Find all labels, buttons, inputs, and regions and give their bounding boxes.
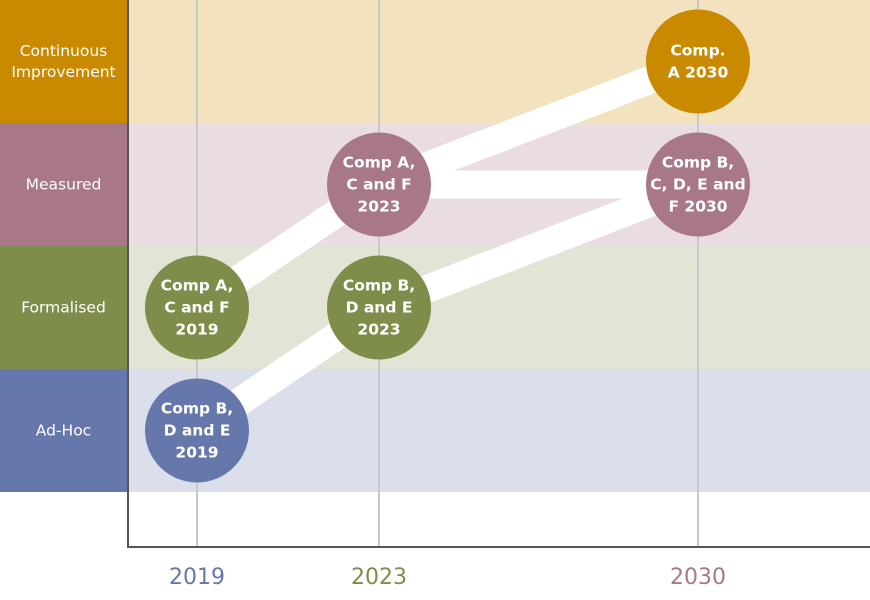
axes xyxy=(127,0,870,548)
path-bde-2023-to-bcdef-2030 xyxy=(373,171,704,321)
level-label-continuous xyxy=(0,0,127,123)
node-circle xyxy=(646,9,750,114)
node-label: Comp A, C and F 2019 xyxy=(161,277,234,339)
node-a-2030: Comp. A 2030 xyxy=(646,9,750,114)
node-circle xyxy=(327,255,431,360)
year-labels: 2019 2023 2030 xyxy=(169,565,726,590)
path-acf-2023-to-a-2030 xyxy=(373,48,704,198)
year-label-2030: 2030 xyxy=(670,565,726,590)
level-label-adhoc xyxy=(0,369,127,492)
node-acf-2019: Comp A, C and F 2019 xyxy=(145,255,249,360)
node-acf-2023: Comp A, C and F 2023 xyxy=(327,132,431,237)
year-label-2023: 2023 xyxy=(351,565,407,590)
band-continuous xyxy=(127,0,870,123)
node-label: Comp B, D and E 2019 xyxy=(161,400,233,462)
node-bcdef-2030: Comp B, C, D, E and F 2030 xyxy=(646,132,750,237)
node-label: Comp. A 2030 xyxy=(668,42,729,82)
company-nodes: Comp B, D and E 2019 Comp A, C and F 2019 Comp… xyxy=(145,9,750,483)
node-circle xyxy=(145,378,249,483)
level-label-text: Continuous Improvement xyxy=(11,42,115,81)
node-bde-2023: Comp B, D and E 2023 xyxy=(327,255,431,360)
node-circle xyxy=(646,132,750,237)
level-label-text: Measured xyxy=(26,176,102,194)
year-label-2019: 2019 xyxy=(169,565,225,590)
node-circle xyxy=(327,132,431,237)
level-label-measured xyxy=(0,123,127,246)
node-label: Comp B, D and E 2023 xyxy=(343,277,415,339)
node-circle xyxy=(145,255,249,360)
node-bde-2019: Comp B, D and E 2019 xyxy=(145,378,249,483)
level-label-text: Formalised xyxy=(21,299,106,317)
level-label-text: Ad-Hoc xyxy=(36,422,91,440)
node-label: Comp A, C and F 2023 xyxy=(343,154,416,216)
level-label-formalised xyxy=(0,246,127,369)
node-label: Comp B, C, D, E and F 2030 xyxy=(650,154,745,216)
